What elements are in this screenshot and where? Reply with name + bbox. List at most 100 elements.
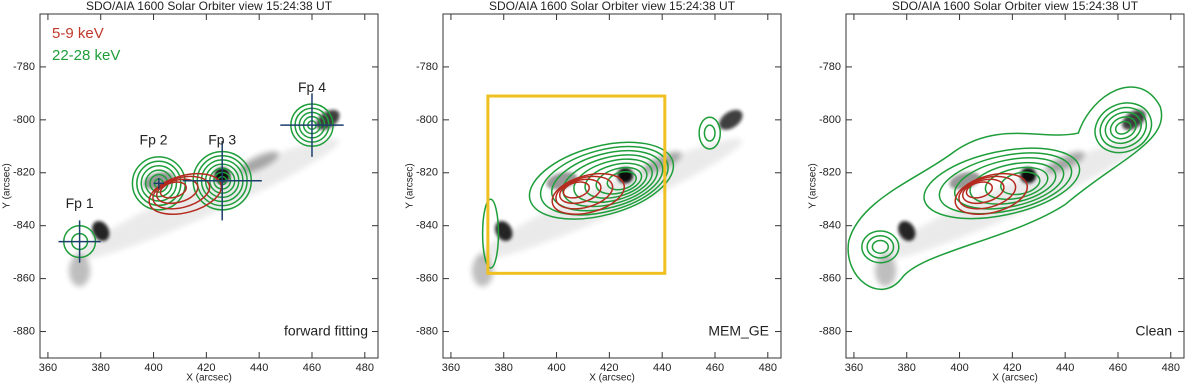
x-tick-label: 380 bbox=[92, 362, 110, 374]
y-tick-label: -880 bbox=[819, 325, 841, 337]
contour bbox=[923, 147, 1081, 220]
contour bbox=[595, 166, 643, 195]
y-tick-label: -860 bbox=[416, 273, 438, 285]
y-axis-label: Y (arcsec) bbox=[808, 163, 819, 208]
legend-entry: 5-9 keV bbox=[52, 25, 104, 42]
y-tick-label: -780 bbox=[819, 61, 841, 73]
x-tick-label: 460 bbox=[303, 362, 321, 374]
contour bbox=[528, 141, 675, 220]
y-tick-label: -800 bbox=[13, 114, 35, 126]
contour bbox=[148, 172, 223, 215]
panel-title: SDO/AIA 1600 Solar Orbiter view 15:24:38… bbox=[892, 0, 1139, 13]
contour bbox=[703, 124, 716, 142]
plot-frame bbox=[442, 13, 782, 359]
y-axis-label: Y (arcsec) bbox=[2, 163, 13, 208]
emission bbox=[472, 254, 494, 287]
plot-frame bbox=[39, 13, 379, 359]
contour bbox=[539, 145, 669, 216]
contour bbox=[1114, 120, 1132, 135]
contour bbox=[847, 86, 1163, 291]
contour bbox=[954, 172, 1029, 215]
plot-frame bbox=[845, 13, 1185, 359]
x-tick-label: 420 bbox=[1003, 362, 1021, 374]
contour bbox=[953, 157, 1065, 210]
emission bbox=[239, 151, 279, 173]
image-layer bbox=[846, 14, 1184, 358]
x-tick-label: 400 bbox=[950, 362, 968, 374]
y-tick-label: -880 bbox=[13, 325, 35, 337]
emission bbox=[1020, 167, 1037, 184]
contour bbox=[965, 181, 993, 199]
contour bbox=[938, 152, 1073, 215]
contour bbox=[961, 178, 1005, 205]
emission bbox=[495, 220, 513, 241]
contour bbox=[1094, 102, 1153, 154]
contour bbox=[871, 239, 889, 254]
y-tick-label: -820 bbox=[416, 167, 438, 179]
y-tick-label: -780 bbox=[13, 61, 35, 73]
y-tick-label: -820 bbox=[13, 167, 35, 179]
x-axis-label: X (arcsec) bbox=[589, 373, 635, 384]
contour bbox=[861, 230, 900, 264]
emission bbox=[92, 220, 110, 241]
contour bbox=[555, 175, 614, 210]
emission bbox=[1045, 151, 1085, 173]
contour bbox=[1104, 111, 1142, 145]
x-tick-label: 480 bbox=[759, 362, 777, 374]
x-tick-label: 380 bbox=[495, 362, 513, 374]
legend-entry: 22-28 keV bbox=[52, 47, 120, 64]
y-tick-label: -840 bbox=[819, 220, 841, 232]
x-tick-label: 400 bbox=[547, 362, 565, 374]
x-tick-label: 460 bbox=[1109, 362, 1127, 374]
emission bbox=[617, 167, 634, 184]
contour bbox=[131, 156, 186, 211]
y-tick-label: -860 bbox=[13, 273, 35, 285]
y-tick-label: -820 bbox=[819, 167, 841, 179]
footpoint-label: Fp 2 bbox=[140, 132, 168, 148]
x-axis-label: X (arcsec) bbox=[992, 373, 1038, 384]
contour bbox=[550, 149, 664, 212]
y-tick-label: -880 bbox=[416, 325, 438, 337]
contour bbox=[155, 178, 199, 205]
x-tick-label: 420 bbox=[197, 362, 215, 374]
x-tick-label: 440 bbox=[1056, 362, 1074, 374]
footpoint-label: Fp 3 bbox=[208, 132, 236, 148]
x-tick-label: 360 bbox=[845, 362, 863, 374]
contour bbox=[136, 160, 182, 207]
x-tick-label: 380 bbox=[898, 362, 916, 374]
contour bbox=[866, 234, 895, 259]
contour bbox=[551, 172, 626, 215]
x-tick-label: 360 bbox=[39, 362, 57, 374]
x-tick-label: 480 bbox=[1162, 362, 1180, 374]
x-tick-label: 420 bbox=[600, 362, 618, 374]
contour bbox=[958, 175, 1017, 210]
panel: SDO/AIA 1600 Solar Orbiter view 15:24:38… bbox=[405, 0, 782, 384]
emission bbox=[875, 254, 897, 287]
contour bbox=[558, 178, 602, 205]
contour bbox=[140, 164, 178, 202]
method-label: forward fitting bbox=[284, 323, 368, 339]
footpoint-label: Fp 4 bbox=[298, 79, 326, 95]
panel: SDO/AIA 1600 Solar Orbiter view 15:24:38… bbox=[2, 0, 379, 384]
x-tick-label: 440 bbox=[653, 362, 671, 374]
emission bbox=[719, 109, 743, 130]
emission bbox=[476, 138, 743, 261]
contour bbox=[1000, 171, 1041, 196]
panel: SDO/AIA 1600 Solar Orbiter view 15:24:38… bbox=[808, 0, 1185, 384]
contour bbox=[562, 181, 590, 199]
x-tick-label: 440 bbox=[250, 362, 268, 374]
y-axis-label: Y (arcsec) bbox=[405, 163, 416, 208]
emission bbox=[69, 254, 91, 287]
y-tick-label: -780 bbox=[416, 61, 438, 73]
panel-title: SDO/AIA 1600 Solar Orbiter view 15:24:38… bbox=[86, 0, 333, 13]
method-label: MEM_GE bbox=[708, 323, 769, 339]
y-tick-label: -860 bbox=[819, 273, 841, 285]
x-axis-label: X (arcsec) bbox=[186, 373, 232, 384]
contour bbox=[159, 181, 187, 199]
contour bbox=[1099, 106, 1148, 149]
contour bbox=[152, 175, 211, 210]
method-label: Clean bbox=[1135, 323, 1172, 339]
panel-title: SDO/AIA 1600 Solar Orbiter view 15:24:38… bbox=[489, 0, 736, 13]
contour bbox=[698, 116, 722, 150]
